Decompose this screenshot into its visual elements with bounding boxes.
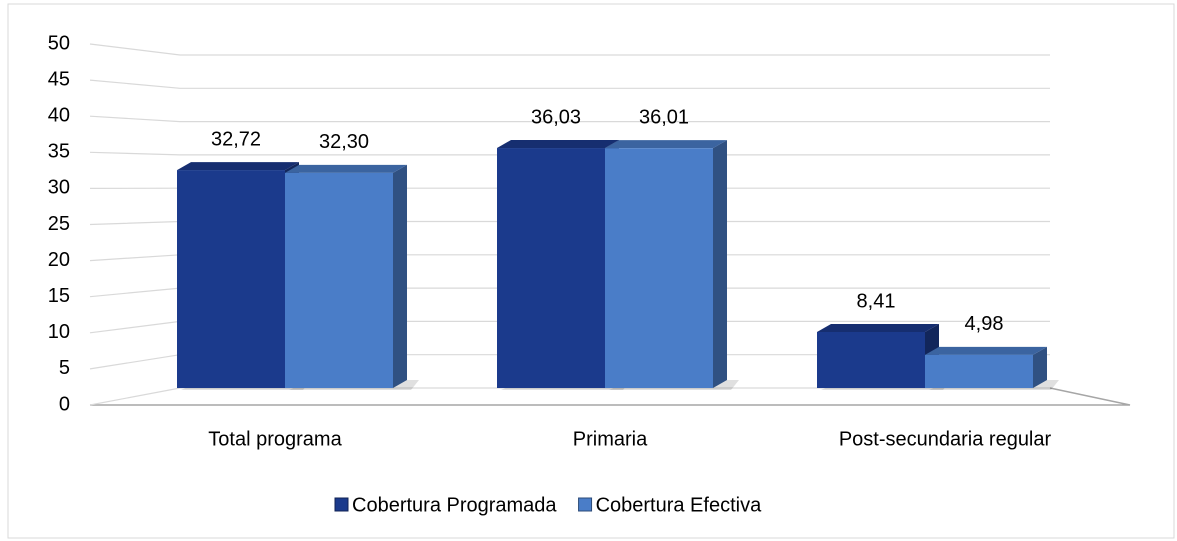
data-label: 32,72 — [211, 128, 261, 150]
y-tick-label: 0 — [59, 393, 70, 415]
grid-line — [89, 151, 1050, 156]
y-tick-label: 50 — [48, 32, 70, 54]
x-tick-label: Primaria — [573, 428, 648, 450]
legend-swatch — [578, 497, 593, 512]
legend-item: Cobertura Efectiva — [578, 494, 763, 516]
legend-swatch — [334, 497, 349, 512]
data-label: 36,01 — [639, 106, 689, 128]
y-tick-label: 40 — [48, 104, 70, 126]
y-tick-label: 15 — [48, 285, 70, 307]
y-tick-label: 10 — [48, 321, 70, 343]
bar — [605, 148, 713, 388]
bar-top — [605, 140, 727, 149]
bar-top — [925, 346, 1047, 355]
y-tick-label: 25 — [48, 213, 70, 235]
data-label: 32,30 — [319, 131, 369, 153]
x-tick-label: Post-secundaria regular — [839, 428, 1052, 450]
y-tick-label: 20 — [48, 249, 70, 271]
legend-label: Cobertura Efectiva — [596, 494, 763, 516]
bar — [497, 148, 605, 388]
bar-top — [497, 140, 619, 149]
bar-top — [177, 162, 299, 171]
bar — [285, 172, 393, 388]
bar-top — [285, 164, 407, 173]
bar-side — [1033, 346, 1047, 388]
bar-side — [713, 140, 727, 388]
grid-line — [89, 79, 1050, 89]
y-tick-label: 5 — [59, 357, 70, 379]
legend-item: Cobertura Programada — [334, 494, 557, 516]
y-tick-label: 30 — [48, 177, 70, 199]
x-tick-label: Total programa — [208, 428, 342, 450]
data-label: 8,41 — [857, 290, 896, 312]
legend-label: Cobertura Programada — [352, 494, 557, 516]
bar-top — [817, 323, 939, 332]
bar — [177, 170, 285, 388]
grid-line — [89, 43, 1050, 56]
grid-line — [89, 115, 1050, 123]
bar-side — [393, 164, 407, 388]
data-label: 4,98 — [965, 313, 1004, 335]
y-tick-label: 35 — [48, 141, 70, 163]
y-tick-label: 45 — [48, 68, 70, 90]
bar — [817, 331, 925, 388]
data-label: 36,03 — [531, 106, 581, 128]
floor-edge — [90, 387, 1131, 406]
floor — [90, 388, 1130, 405]
bar — [925, 354, 1033, 388]
